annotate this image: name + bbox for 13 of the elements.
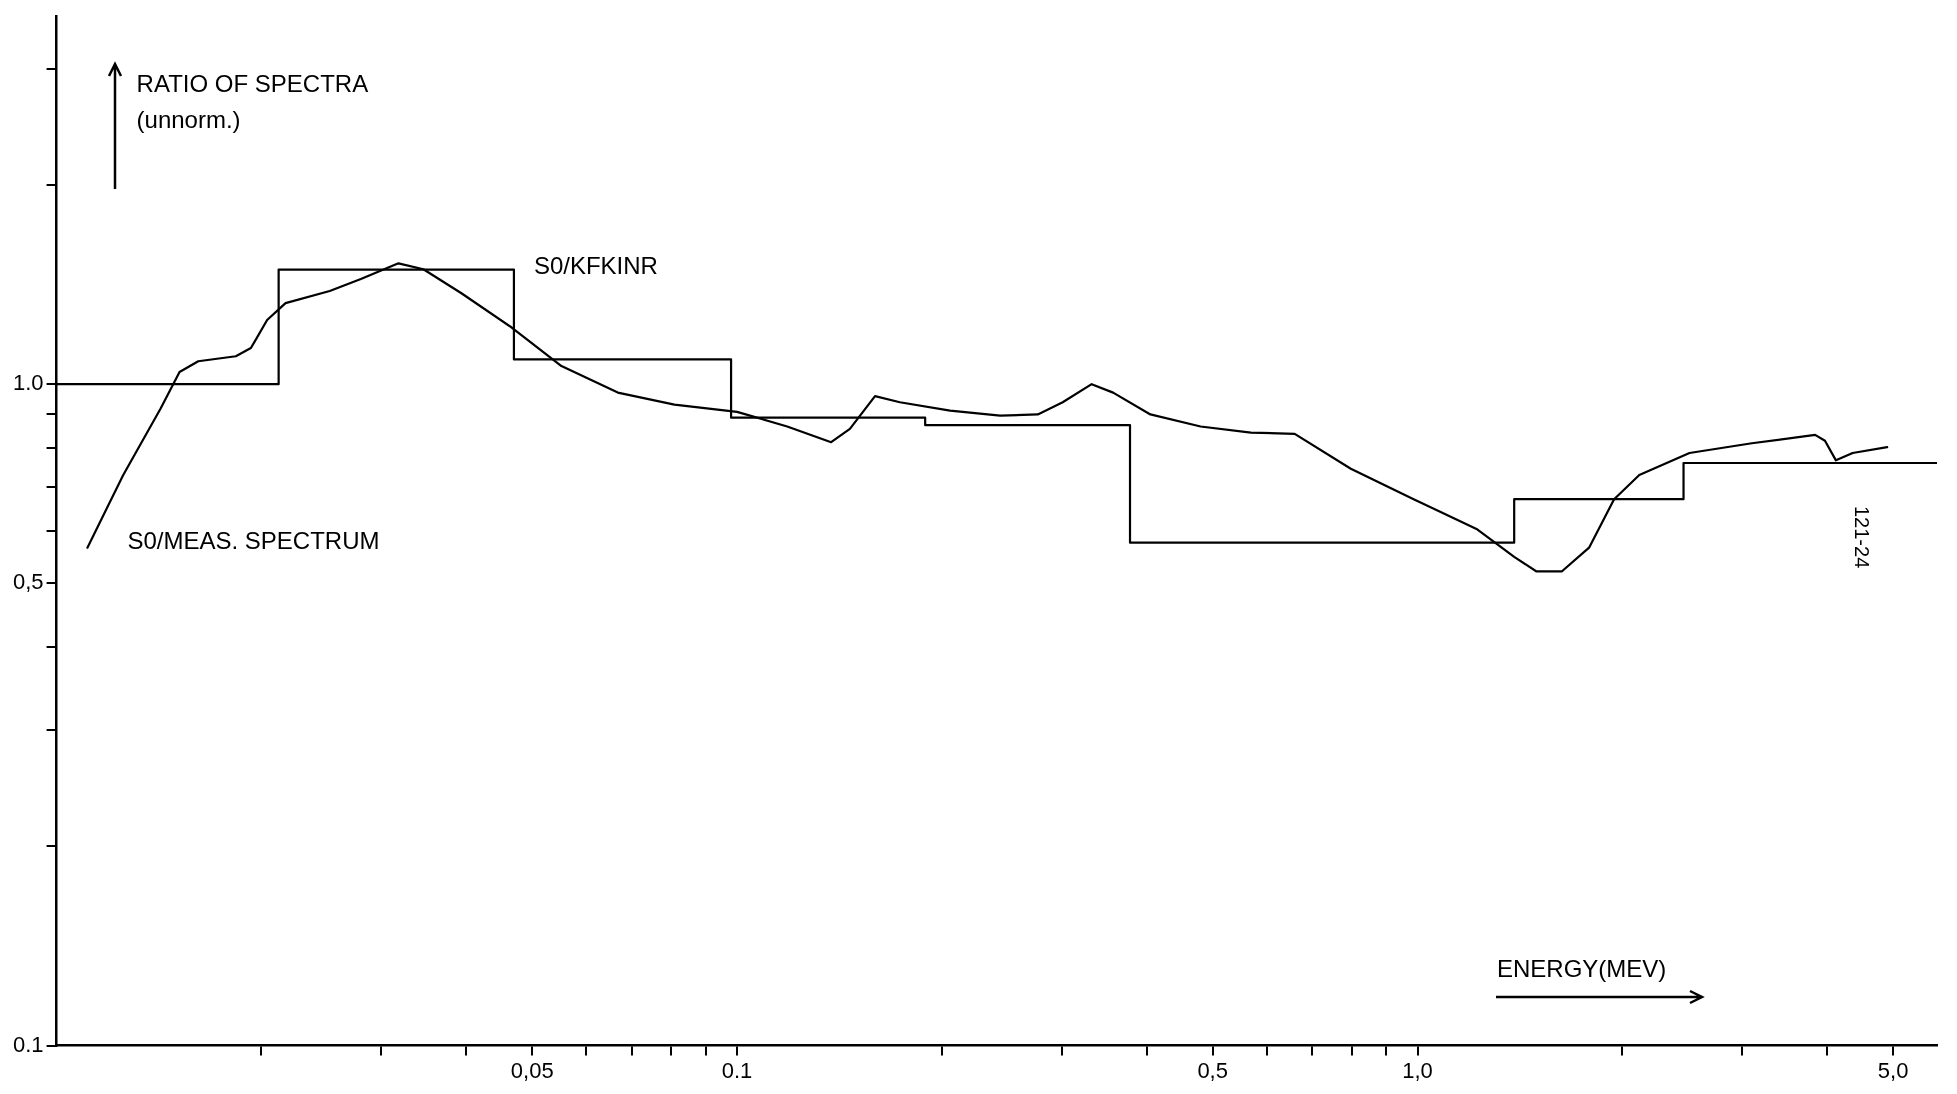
annotation: 121-24 — [1850, 506, 1874, 569]
y-tick-label: 1.0 — [12, 370, 44, 396]
x-tick-label: 5,0 — [1877, 1057, 1909, 1083]
y-tick-label: 0,5 — [12, 569, 44, 595]
x-tick-label: 0,5 — [1197, 1057, 1228, 1083]
y-axis-title: RATIO OF SPECTRA (unnorm.) — [136, 69, 369, 136]
series-label: S0/KFKINR — [533, 252, 658, 280]
y-tick-label: 0.1 — [12, 1031, 44, 1057]
x-axis-title: ENERGY(MEV) — [1497, 953, 1667, 984]
x-tick-label: 1,0 — [1402, 1057, 1433, 1083]
x-tick-label: 0,05 — [510, 1057, 554, 1083]
x-tick-label: 0.1 — [721, 1057, 753, 1083]
series-label: S0/MEAS. SPECTRUM — [127, 527, 380, 555]
